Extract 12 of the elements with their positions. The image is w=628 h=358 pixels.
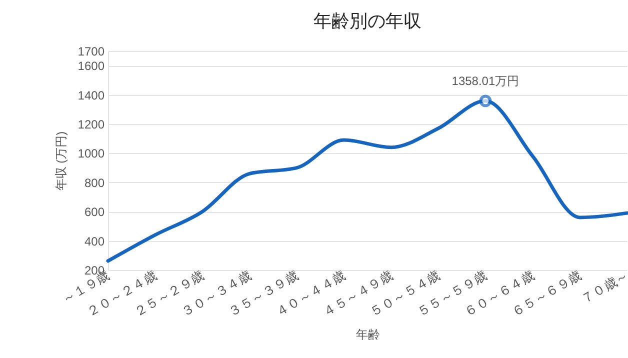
y-axis-title: 年収 (万円) <box>54 131 68 191</box>
annotation: 1358.01万円 <box>452 74 520 88</box>
y-tick-label: 600 <box>84 205 105 220</box>
y-tick-label: 1000 <box>78 146 105 161</box>
y-tick-label: 1200 <box>78 118 105 132</box>
chart-title: 年齢別の年収 <box>314 11 422 31</box>
y-tick-label: 1400 <box>78 88 105 102</box>
y-tick-label: 400 <box>84 234 105 248</box>
y-tick-label: 1700 <box>78 44 105 58</box>
y-tick-label: 1600 <box>78 59 105 74</box>
y-tick-label: 800 <box>84 176 105 190</box>
x-axis-title: 年齢 <box>356 328 380 342</box>
